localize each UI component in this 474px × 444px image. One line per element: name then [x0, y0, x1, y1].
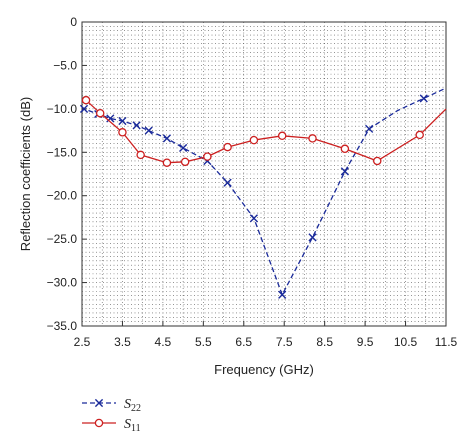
x-tick-label: 7.5 — [276, 335, 293, 349]
data-point-s22 — [162, 134, 172, 143]
data-point-s11 — [277, 131, 287, 141]
plot-frame — [81, 21, 447, 327]
data-point-s11 — [81, 95, 91, 105]
data-point-s11 — [95, 108, 105, 118]
x-tick-label: 3.5 — [114, 335, 131, 349]
legend-item-s11: S11 — [82, 417, 141, 434]
y-tick-label: −10.0 — [47, 102, 78, 116]
data-point-s11 — [415, 130, 424, 140]
y-tick-label: −25.0 — [47, 232, 78, 246]
x-tick-label: 2.5 — [74, 335, 91, 349]
x-tick-label: 4.5 — [155, 335, 172, 349]
legend-marker — [94, 398, 104, 408]
data-point-s22 — [179, 143, 188, 153]
data-point-s22 — [106, 114, 115, 123]
legend-label: S22 — [124, 397, 141, 414]
data-point-s11 — [162, 158, 172, 167]
data-point-s11 — [340, 144, 350, 154]
data-point-s11 — [203, 152, 212, 161]
x-tick-label: 6.5 — [235, 335, 252, 349]
data-point-s22 — [118, 116, 127, 126]
data-point-s11 — [180, 157, 190, 167]
x-tick-label: 10.5 — [394, 335, 418, 349]
legend-marker — [94, 418, 104, 428]
x-tick-label: 11.5 — [435, 335, 458, 349]
data-point-s11 — [308, 134, 317, 143]
axis-ticks: 2.5 3.5 4.5 5.5 6.5 7.5 8.5 9.5 10.5 11.5 0 −5.0 −10… — [47, 15, 458, 349]
grid — [81, 21, 447, 327]
data-point-s11 — [372, 156, 382, 166]
data-point-s22 — [223, 178, 232, 187]
y-tick-label: −15.0 — [47, 145, 78, 159]
data-point-s22 — [340, 167, 349, 176]
data-point-s11 — [249, 135, 259, 145]
y-tick-label: −5.0 — [53, 58, 77, 72]
data-point-s22 — [419, 94, 428, 103]
y-axis-title: Reflection coefficients (dB) — [18, 97, 33, 251]
y-tick-label: −35.0 — [47, 319, 78, 333]
data-point-s22 — [278, 290, 287, 299]
legend-label: S11 — [124, 417, 141, 434]
y-tick-label: −20.0 — [47, 189, 78, 203]
data-point-s22 — [144, 126, 153, 135]
y-tick-label: 0 — [70, 15, 77, 29]
x-tick-label: 9.5 — [357, 335, 374, 349]
series-layer — [79, 87, 447, 299]
x-tick-label: 8.5 — [316, 335, 333, 349]
data-point-s22 — [365, 124, 374, 133]
data-point-s11 — [136, 150, 145, 160]
data-point-s22 — [79, 104, 89, 113]
x-tick-label: 5.5 — [195, 335, 212, 349]
y-tick-label: −30.0 — [47, 276, 78, 290]
data-point-s11 — [223, 142, 232, 152]
legend-label-subscript: 22 — [131, 403, 141, 414]
x-axis-title: Frequency (GHz) — [214, 362, 314, 377]
series-s11 — [81, 95, 447, 167]
series-line-s11 — [81, 99, 447, 164]
data-point-s22 — [249, 214, 258, 223]
series-s22 — [79, 87, 447, 299]
data-point-s22 — [132, 121, 141, 130]
legend-item-s22: S22 — [82, 397, 141, 414]
data-point-s11 — [118, 128, 127, 137]
data-point-s22 — [308, 233, 317, 242]
legend: S22 S11 — [82, 397, 141, 434]
legend-label-subscript: 11 — [131, 423, 141, 434]
